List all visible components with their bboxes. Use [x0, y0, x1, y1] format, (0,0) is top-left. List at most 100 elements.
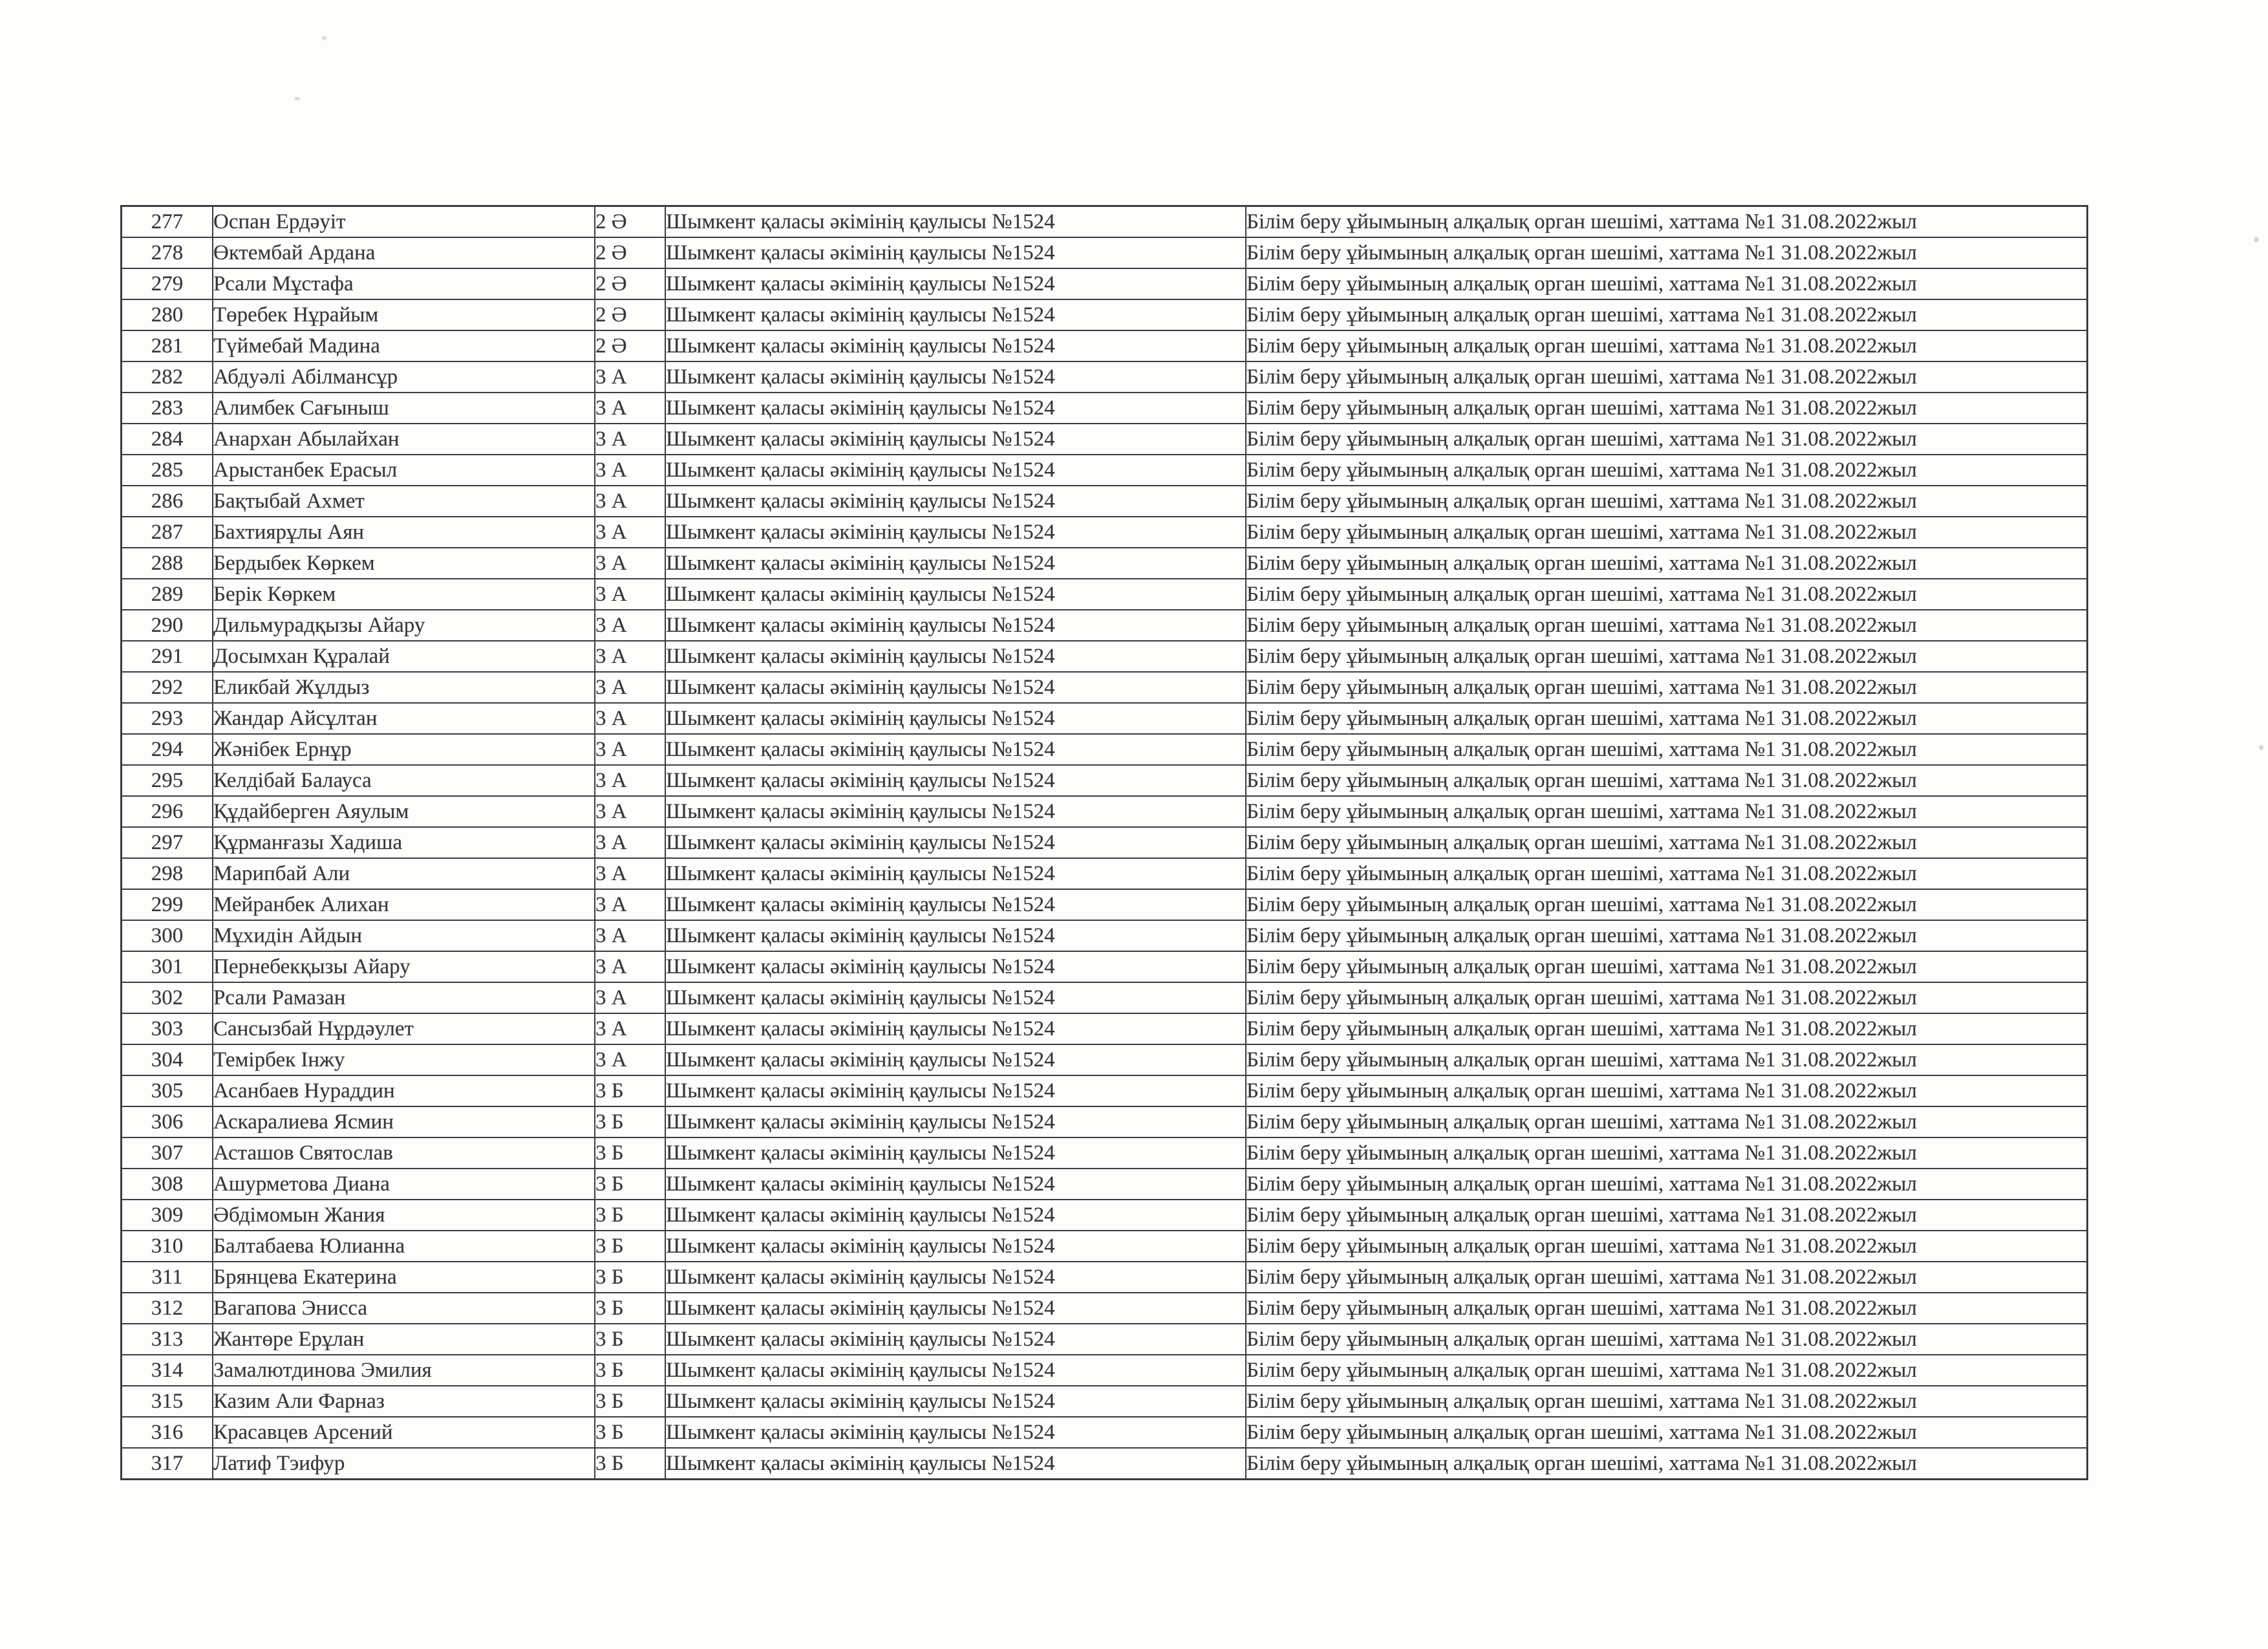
protocol-cell: Білім беру ұйымының алқалық орган шешімі…	[1246, 1231, 2088, 1262]
decision-cell: Шымкент қаласы әкімінің қаулысы №1524	[666, 517, 1246, 548]
decision-cell: Шымкент қаласы әкімінің қаулысы №1524	[666, 1231, 1246, 1262]
decision-cell: Шымкент қаласы әкімінің қаулысы №1524	[666, 828, 1246, 859]
protocol-cell: Білім беру ұйымының алқалық орган шешімі…	[1246, 1045, 2088, 1076]
protocol-cell: Білім беру ұйымының алқалық орган шешімі…	[1246, 1138, 2088, 1169]
table-row: 296 Құдайберген Аяулым 3 А Шымкент қаласы ә…	[122, 797, 2088, 828]
class-cell: 3 Б	[595, 1107, 666, 1138]
class-cell: 3 А	[595, 579, 666, 610]
table-row: 279 Рсали Мұстафа 2 Ә Шымкент қаласы әкімін…	[122, 269, 2088, 300]
decision-cell: Шымкент қаласы әкімінің қаулысы №1524	[666, 1138, 1246, 1169]
student-name-cell: Асташов Святослав	[213, 1138, 595, 1169]
decision-cell: Шымкент қаласы әкімінің қаулысы №1524	[666, 890, 1246, 921]
table-row: 303 Сансызбай Нұрдәулет 3 А Шымкент қаласы …	[122, 1014, 2088, 1045]
row-number-cell: 298	[122, 859, 213, 890]
class-cell: 3 А	[595, 1014, 666, 1045]
decision-cell: Шымкент қаласы әкімінің қаулысы №1524	[666, 952, 1246, 983]
table-row: 312 Вагапова Энисса 3 Б Шымкент қаласы әкім…	[122, 1293, 2088, 1324]
protocol-cell: Білім беру ұйымының алқалық орган шешімі…	[1246, 269, 2088, 300]
row-number-cell: 287	[122, 517, 213, 548]
scan-speck	[2259, 745, 2263, 750]
class-cell: 3 Б	[595, 1417, 666, 1449]
protocol-cell: Білім беру ұйымының алқалық орган шешімі…	[1246, 1107, 2088, 1138]
student-name-cell: Дильмурадқызы Айару	[213, 610, 595, 641]
table-row: 315 Казим Али Фарназ 3 Б Шымкент қаласы әкі…	[122, 1386, 2088, 1417]
class-cell: 3 А	[595, 735, 666, 766]
protocol-cell: Білім беру ұйымының алқалық орган шешімі…	[1246, 1293, 2088, 1324]
decision-cell: Шымкент қаласы әкімінің қаулысы №1524	[666, 673, 1246, 704]
class-cell: 3 Б	[595, 1076, 666, 1107]
class-cell: 3 Б	[595, 1169, 666, 1200]
student-name-cell: Аскаралиева Ясмин	[213, 1107, 595, 1138]
protocol-cell: Білім беру ұйымының алқалық орган шешімі…	[1246, 1262, 2088, 1293]
class-cell: 3 А	[595, 983, 666, 1014]
table-row: 299 Мейранбек Алихан 3 А Шымкент қаласы әкі…	[122, 890, 2088, 921]
row-number-cell: 303	[122, 1014, 213, 1045]
protocol-cell: Білім беру ұйымының алқалық орган шешімі…	[1246, 610, 2088, 641]
row-number-cell: 289	[122, 579, 213, 610]
decision-cell: Шымкент қаласы әкімінің қаулысы №1524	[666, 983, 1246, 1014]
row-number-cell: 308	[122, 1169, 213, 1200]
protocol-cell: Білім беру ұйымының алқалық орган шешімі…	[1246, 1014, 2088, 1045]
student-name-cell: Бердыбек Көркем	[213, 548, 595, 579]
class-cell: 3 А	[595, 952, 666, 983]
table-row: 302 Рсали Рамазан 3 А Шымкент қаласы әкімін…	[122, 983, 2088, 1014]
class-cell: 3 А	[595, 610, 666, 641]
decision-cell: Шымкент қаласы әкімінің қаулысы №1524	[666, 331, 1246, 362]
row-number-cell: 295	[122, 766, 213, 797]
table-row: 277 Оспан Ердәуіт 2 Ә Шымкент қаласы әкімін…	[122, 207, 2088, 238]
row-number-cell: 288	[122, 548, 213, 579]
table-row: 285 Арыстанбек Ерасыл 3 А Шымкент қаласы әк…	[122, 455, 2088, 486]
table-row: 287 Бахтиярұлы Аян 3 А Шымкент қаласы әкімі…	[122, 517, 2088, 548]
class-cell: 3 А	[595, 859, 666, 890]
table-row: 288 Бердыбек Көркем 3 А Шымкент қаласы әкім…	[122, 548, 2088, 579]
table-row: 308 Ашурметова Диана 3 Б Шымкент қаласы әкі…	[122, 1169, 2088, 1200]
student-name-cell: Бахтиярұлы Аян	[213, 517, 595, 548]
student-name-cell: Сансызбай Нұрдәулет	[213, 1014, 595, 1045]
student-name-cell: Құрманғазы Хадиша	[213, 828, 595, 859]
decision-cell: Шымкент қаласы әкімінің қаулысы №1524	[666, 1169, 1246, 1200]
student-name-cell: Түймебай Мадина	[213, 331, 595, 362]
row-number-cell: 286	[122, 486, 213, 517]
student-name-cell: Рсали Мұстафа	[213, 269, 595, 300]
row-number-cell: 300	[122, 921, 213, 952]
student-name-cell: Абдуәлі Абілмансұр	[213, 362, 595, 393]
student-name-cell: Темірбек Інжу	[213, 1045, 595, 1076]
protocol-cell: Білім беру ұйымының алқалық орган шешімі…	[1246, 1449, 2088, 1480]
decision-cell: Шымкент қаласы әкімінің қаулысы №1524	[666, 859, 1246, 890]
row-number-cell: 280	[122, 300, 213, 331]
protocol-cell: Білім беру ұйымының алқалық орган шешімі…	[1246, 362, 2088, 393]
table-row: 300 Мұхидін Айдын 3 А Шымкент қаласы әкімін…	[122, 921, 2088, 952]
protocol-cell: Білім беру ұйымының алқалық орган шешімі…	[1246, 890, 2088, 921]
decision-cell: Шымкент қаласы әкімінің қаулысы №1524	[666, 1355, 1246, 1386]
student-name-cell: Брянцева Екатерина	[213, 1262, 595, 1293]
protocol-cell: Білім беру ұйымының алқалық орган шешімі…	[1246, 1169, 2088, 1200]
class-cell: 3 А	[595, 393, 666, 424]
class-cell: 2 Ә	[595, 238, 666, 269]
protocol-cell: Білім беру ұйымының алқалық орган шешімі…	[1246, 238, 2088, 269]
class-cell: 3 А	[595, 455, 666, 486]
student-name-cell: Арыстанбек Ерасыл	[213, 455, 595, 486]
students-table-body: 277 Оспан Ердәуіт 2 Ә Шымкент қаласы әкімін…	[122, 207, 2088, 1480]
decision-cell: Шымкент қаласы әкімінің қаулысы №1524	[666, 1107, 1246, 1138]
decision-cell: Шымкент қаласы әкімінің қаулысы №1524	[666, 1417, 1246, 1449]
decision-cell: Шымкент қаласы әкімінің қаулысы №1524	[666, 735, 1246, 766]
student-name-cell: Төребек Нұрайым	[213, 300, 595, 331]
decision-cell: Шымкент қаласы әкімінің қаулысы №1524	[666, 797, 1246, 828]
class-cell: 3 Б	[595, 1355, 666, 1386]
table-row: 290 Дильмурадқызы Айару 3 А Шымкент қаласы …	[122, 610, 2088, 641]
row-number-cell: 294	[122, 735, 213, 766]
decision-cell: Шымкент қаласы әкімінің қаулысы №1524	[666, 641, 1246, 673]
student-name-cell: Красавцев Арсений	[213, 1417, 595, 1449]
class-cell: 3 А	[595, 641, 666, 673]
protocol-cell: Білім беру ұйымының алқалық орган шешімі…	[1246, 952, 2088, 983]
class-cell: 3 А	[595, 424, 666, 455]
protocol-cell: Білім беру ұйымының алқалық орган шешімі…	[1246, 331, 2088, 362]
students-table: 277 Оспан Ердәуіт 2 Ә Шымкент қаласы әкімін…	[120, 205, 2088, 1480]
table-row: 316 Красавцев Арсений 3 Б Шымкент қаласы әк…	[122, 1417, 2088, 1449]
class-cell: 3 Б	[595, 1138, 666, 1169]
decision-cell: Шымкент қаласы әкімінің қаулысы №1524	[666, 207, 1246, 238]
class-cell: 3 Б	[595, 1324, 666, 1355]
protocol-cell: Білім беру ұйымының алқалық орган шешімі…	[1246, 1324, 2088, 1355]
row-number-cell: 317	[122, 1449, 213, 1480]
row-number-cell: 281	[122, 331, 213, 362]
